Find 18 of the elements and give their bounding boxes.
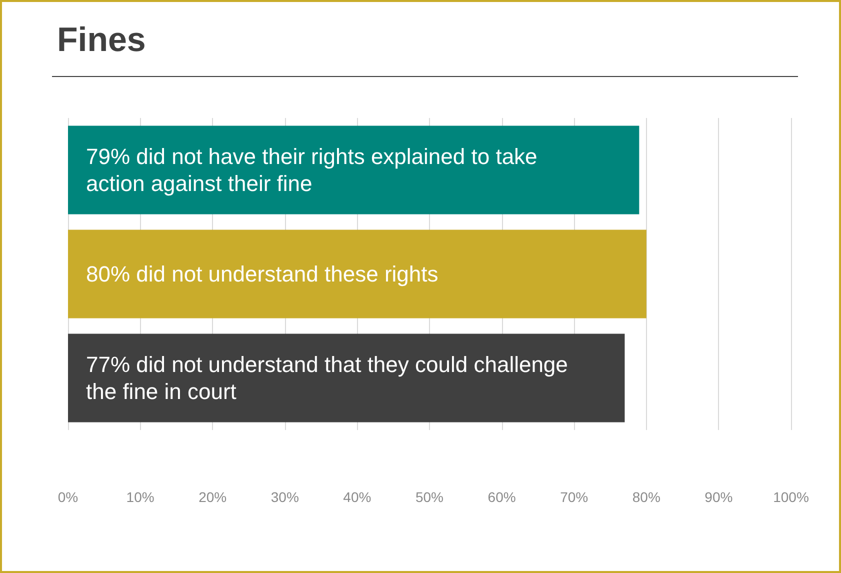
y-tick-label: 79% did not have their rights explained to take action against their fine (86, 144, 544, 196)
x-tick-label: 80% (632, 489, 660, 505)
x-tick-label: 20% (198, 489, 227, 505)
x-tick-label: 10% (126, 489, 154, 505)
x-tick-label: 0% (58, 489, 78, 505)
chart-title: Fines (57, 21, 146, 59)
y-tick-label: 80% did not understand these rights (86, 262, 438, 286)
bar (68, 126, 640, 214)
x-tick-label: 50% (415, 489, 444, 505)
x-tick-label: 100% (773, 489, 809, 505)
x-tick-label: 70% (560, 489, 588, 505)
x-tick-label: 30% (270, 489, 299, 505)
bar (68, 334, 625, 422)
y-tick-label: 77% did not understand that they could challenge the fine in court (86, 352, 574, 404)
x-tick-label: 60% (488, 489, 516, 505)
x-tick-label: 40% (343, 489, 372, 505)
x-tick-label: 90% (704, 489, 733, 505)
bar (68, 230, 646, 318)
